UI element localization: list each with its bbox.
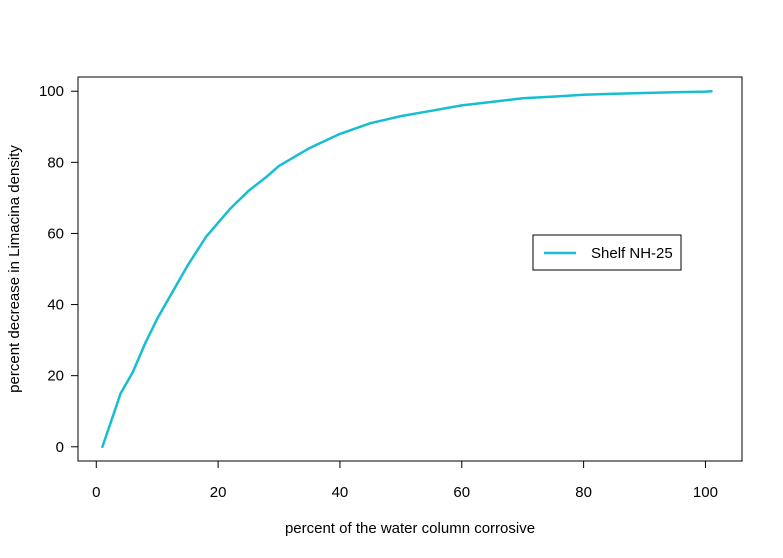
y-tick-label: 80: [47, 154, 64, 171]
y-axis: 0 20 40 60 80 100: [39, 83, 78, 456]
legend: Shelf NH-25: [532, 234, 682, 271]
x-tick-label: 80: [575, 484, 592, 501]
y-tick-label: 100: [39, 83, 64, 100]
x-tick-label: 60: [453, 484, 470, 501]
y-tick-label: 40: [47, 297, 64, 314]
x-tick-label: 40: [332, 484, 349, 501]
legend-label: Shelf NH-25: [591, 245, 673, 262]
x-tick-label: 100: [693, 484, 718, 501]
x-axis: 0 20 40 60 80 100: [92, 461, 718, 501]
plot-area-frame: [77, 76, 743, 462]
y-axis-label: percent decrease in Limacina density: [6, 145, 23, 393]
y-tick-label: 60: [47, 225, 64, 242]
series-line: [101, 89, 713, 449]
x-tick-label: 0: [92, 484, 100, 501]
x-tick-label: 20: [210, 484, 227, 501]
x-axis-label: percent of the water column corrosive: [285, 520, 535, 537]
y-tick-label: 20: [47, 368, 64, 385]
y-tick-label: 0: [56, 439, 64, 456]
series-layer: [101, 89, 713, 449]
